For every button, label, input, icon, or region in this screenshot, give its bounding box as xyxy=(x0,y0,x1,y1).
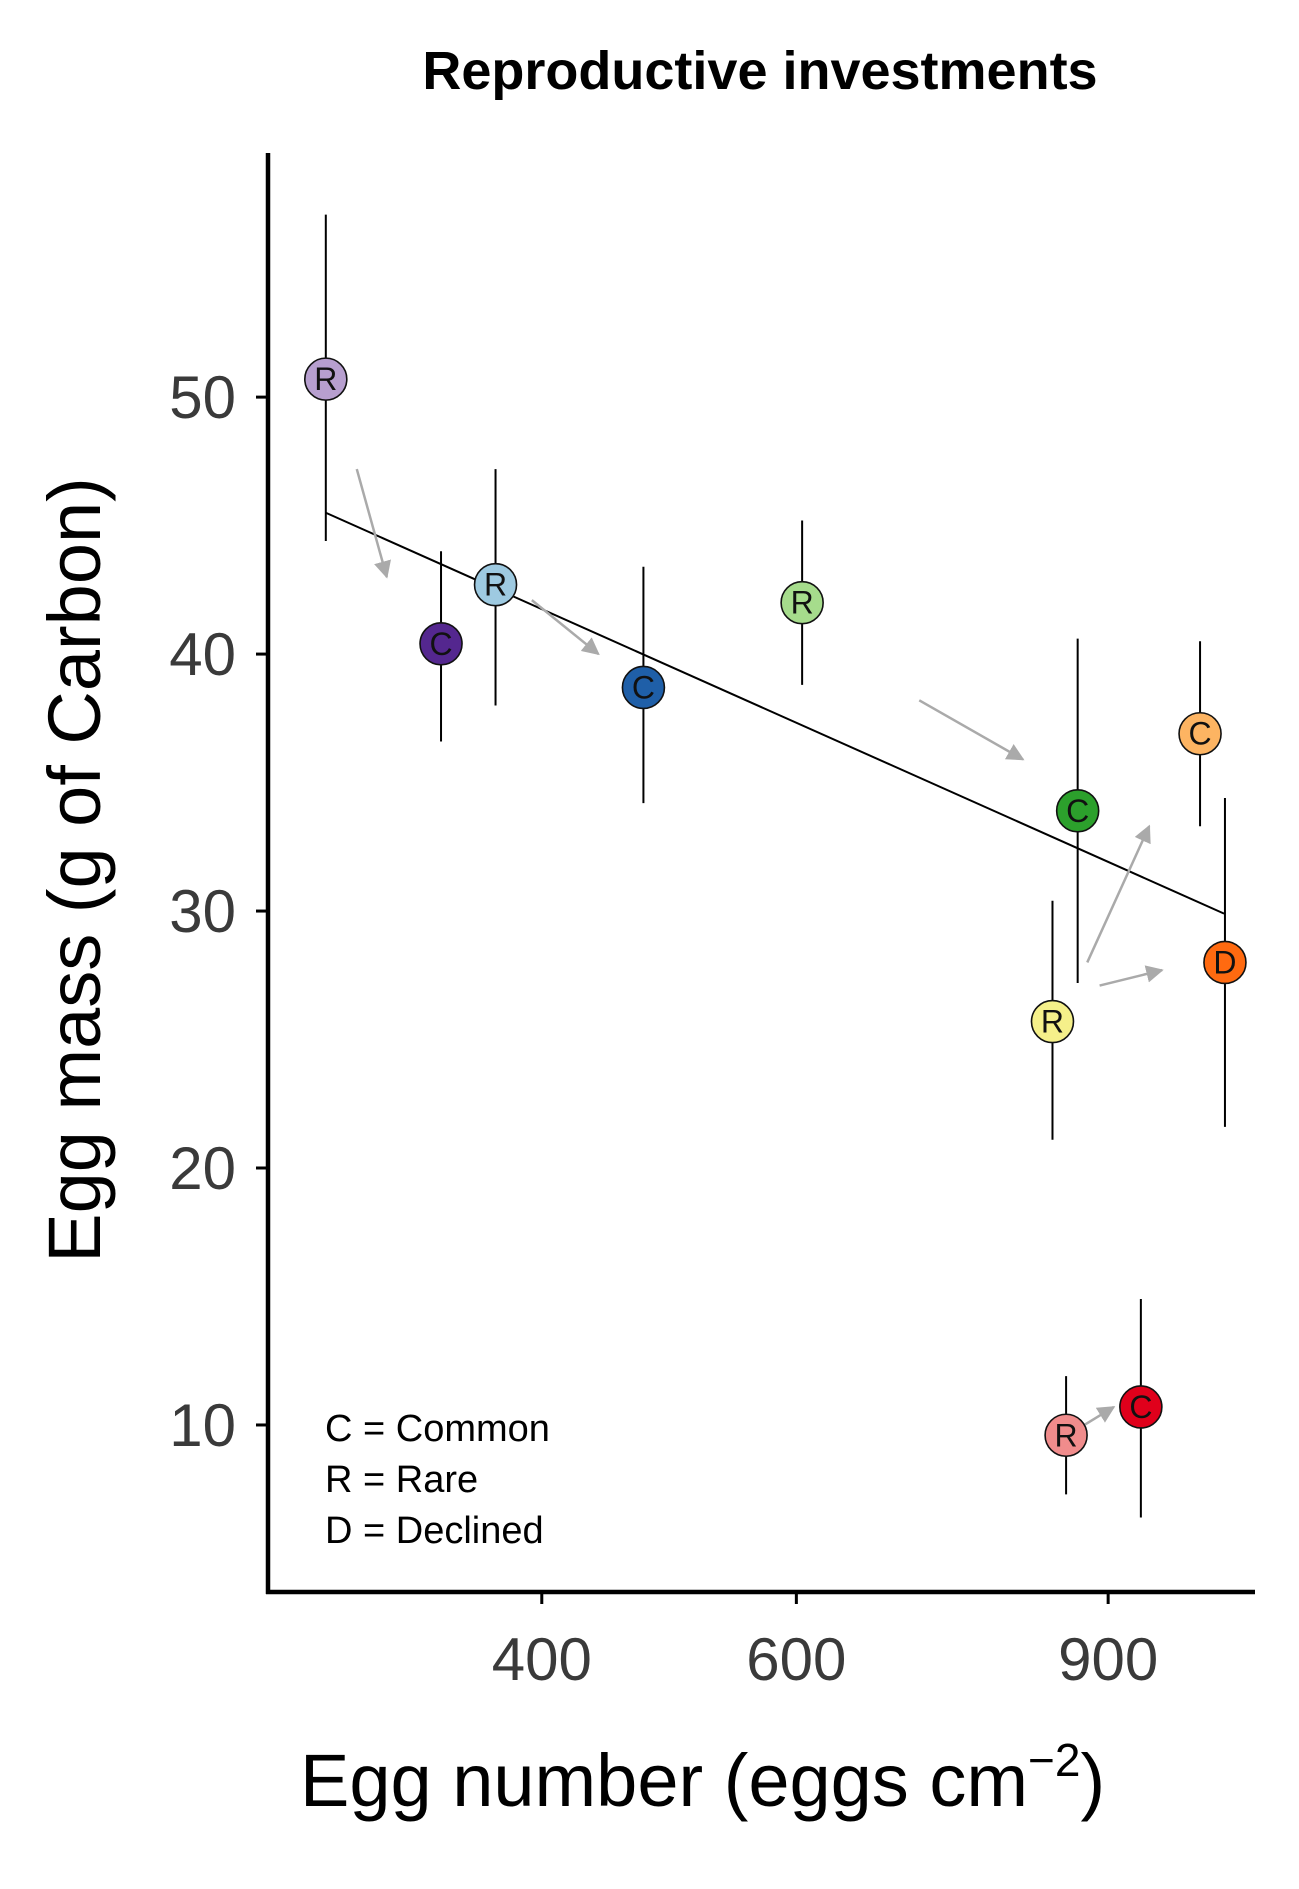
legend-entry-common: C = Common xyxy=(325,1408,550,1450)
data-point-label-6: R xyxy=(1041,1004,1064,1040)
data-point-label-1: R xyxy=(314,361,337,397)
data-point-label-2: C xyxy=(429,626,452,662)
data-point-label-8: R xyxy=(1055,1417,1078,1453)
data-point-8 xyxy=(1044,1413,1088,1458)
data-point-label-9: C xyxy=(1129,1389,1152,1425)
axis-ticks: 10 20 30 40 50 400 600 900 xyxy=(169,364,1158,1693)
data-point-label-7: C xyxy=(1066,793,1089,829)
data-point-label-5: R xyxy=(791,585,814,621)
legend-entry-rare: R = Rare xyxy=(325,1459,478,1501)
y-tick-label-50: 50 xyxy=(169,364,236,431)
data-point-1 xyxy=(304,357,348,401)
trajectory-arrow-5 xyxy=(1099,965,1164,987)
legend-entry-declined: D = Declined xyxy=(325,1510,544,1552)
y-tick-label-40: 40 xyxy=(169,621,236,688)
data-point-3 xyxy=(473,562,518,607)
data-point-label-11: D xyxy=(1213,944,1236,980)
y-axis-title: Egg mass (g of Carbon) xyxy=(33,477,116,1263)
data-point-7 xyxy=(1055,789,1100,833)
legend: C = Common R = Rare D = Declined xyxy=(325,1408,550,1552)
trajectory-arrow-1 xyxy=(355,468,391,579)
data-point-10 xyxy=(1178,711,1222,756)
x-axis-title-close: ) xyxy=(1080,1739,1105,1822)
trajectory-arrow-4 xyxy=(1086,824,1151,963)
data-point-5 xyxy=(780,580,824,625)
x-tick-label-600: 600 xyxy=(746,1626,846,1693)
chart-title: Reproductive investments xyxy=(422,41,1097,101)
data-point-2 xyxy=(419,622,463,666)
data-point-11 xyxy=(1203,940,1247,985)
data-point-6 xyxy=(1030,999,1075,1044)
x-axis-title-main: Egg number (eggs cm xyxy=(300,1739,1028,1822)
data-point-label-3: R xyxy=(484,567,507,603)
data-point-label-10: C xyxy=(1188,716,1211,752)
trajectory-arrow-2 xyxy=(531,599,600,656)
x-tick-label-400: 400 xyxy=(492,1626,592,1693)
trajectory-arrow-3 xyxy=(918,699,1025,761)
x-axis-title: Egg number (eggs cm−2) xyxy=(300,1734,1105,1822)
data-point-9 xyxy=(1119,1385,1163,1429)
x-axis-title-superscript: −2 xyxy=(1028,1734,1080,1786)
trend-line xyxy=(325,511,1225,915)
y-tick-label-30: 30 xyxy=(169,878,236,945)
y-tick-label-10: 10 xyxy=(169,1392,236,1459)
y-tick-label-20: 20 xyxy=(169,1135,236,1202)
data-point-4 xyxy=(621,665,666,710)
x-tick-label-900: 900 xyxy=(1058,1626,1158,1693)
trajectory-arrow-6 xyxy=(1083,1405,1116,1427)
data-point-label-4: C xyxy=(632,669,655,705)
